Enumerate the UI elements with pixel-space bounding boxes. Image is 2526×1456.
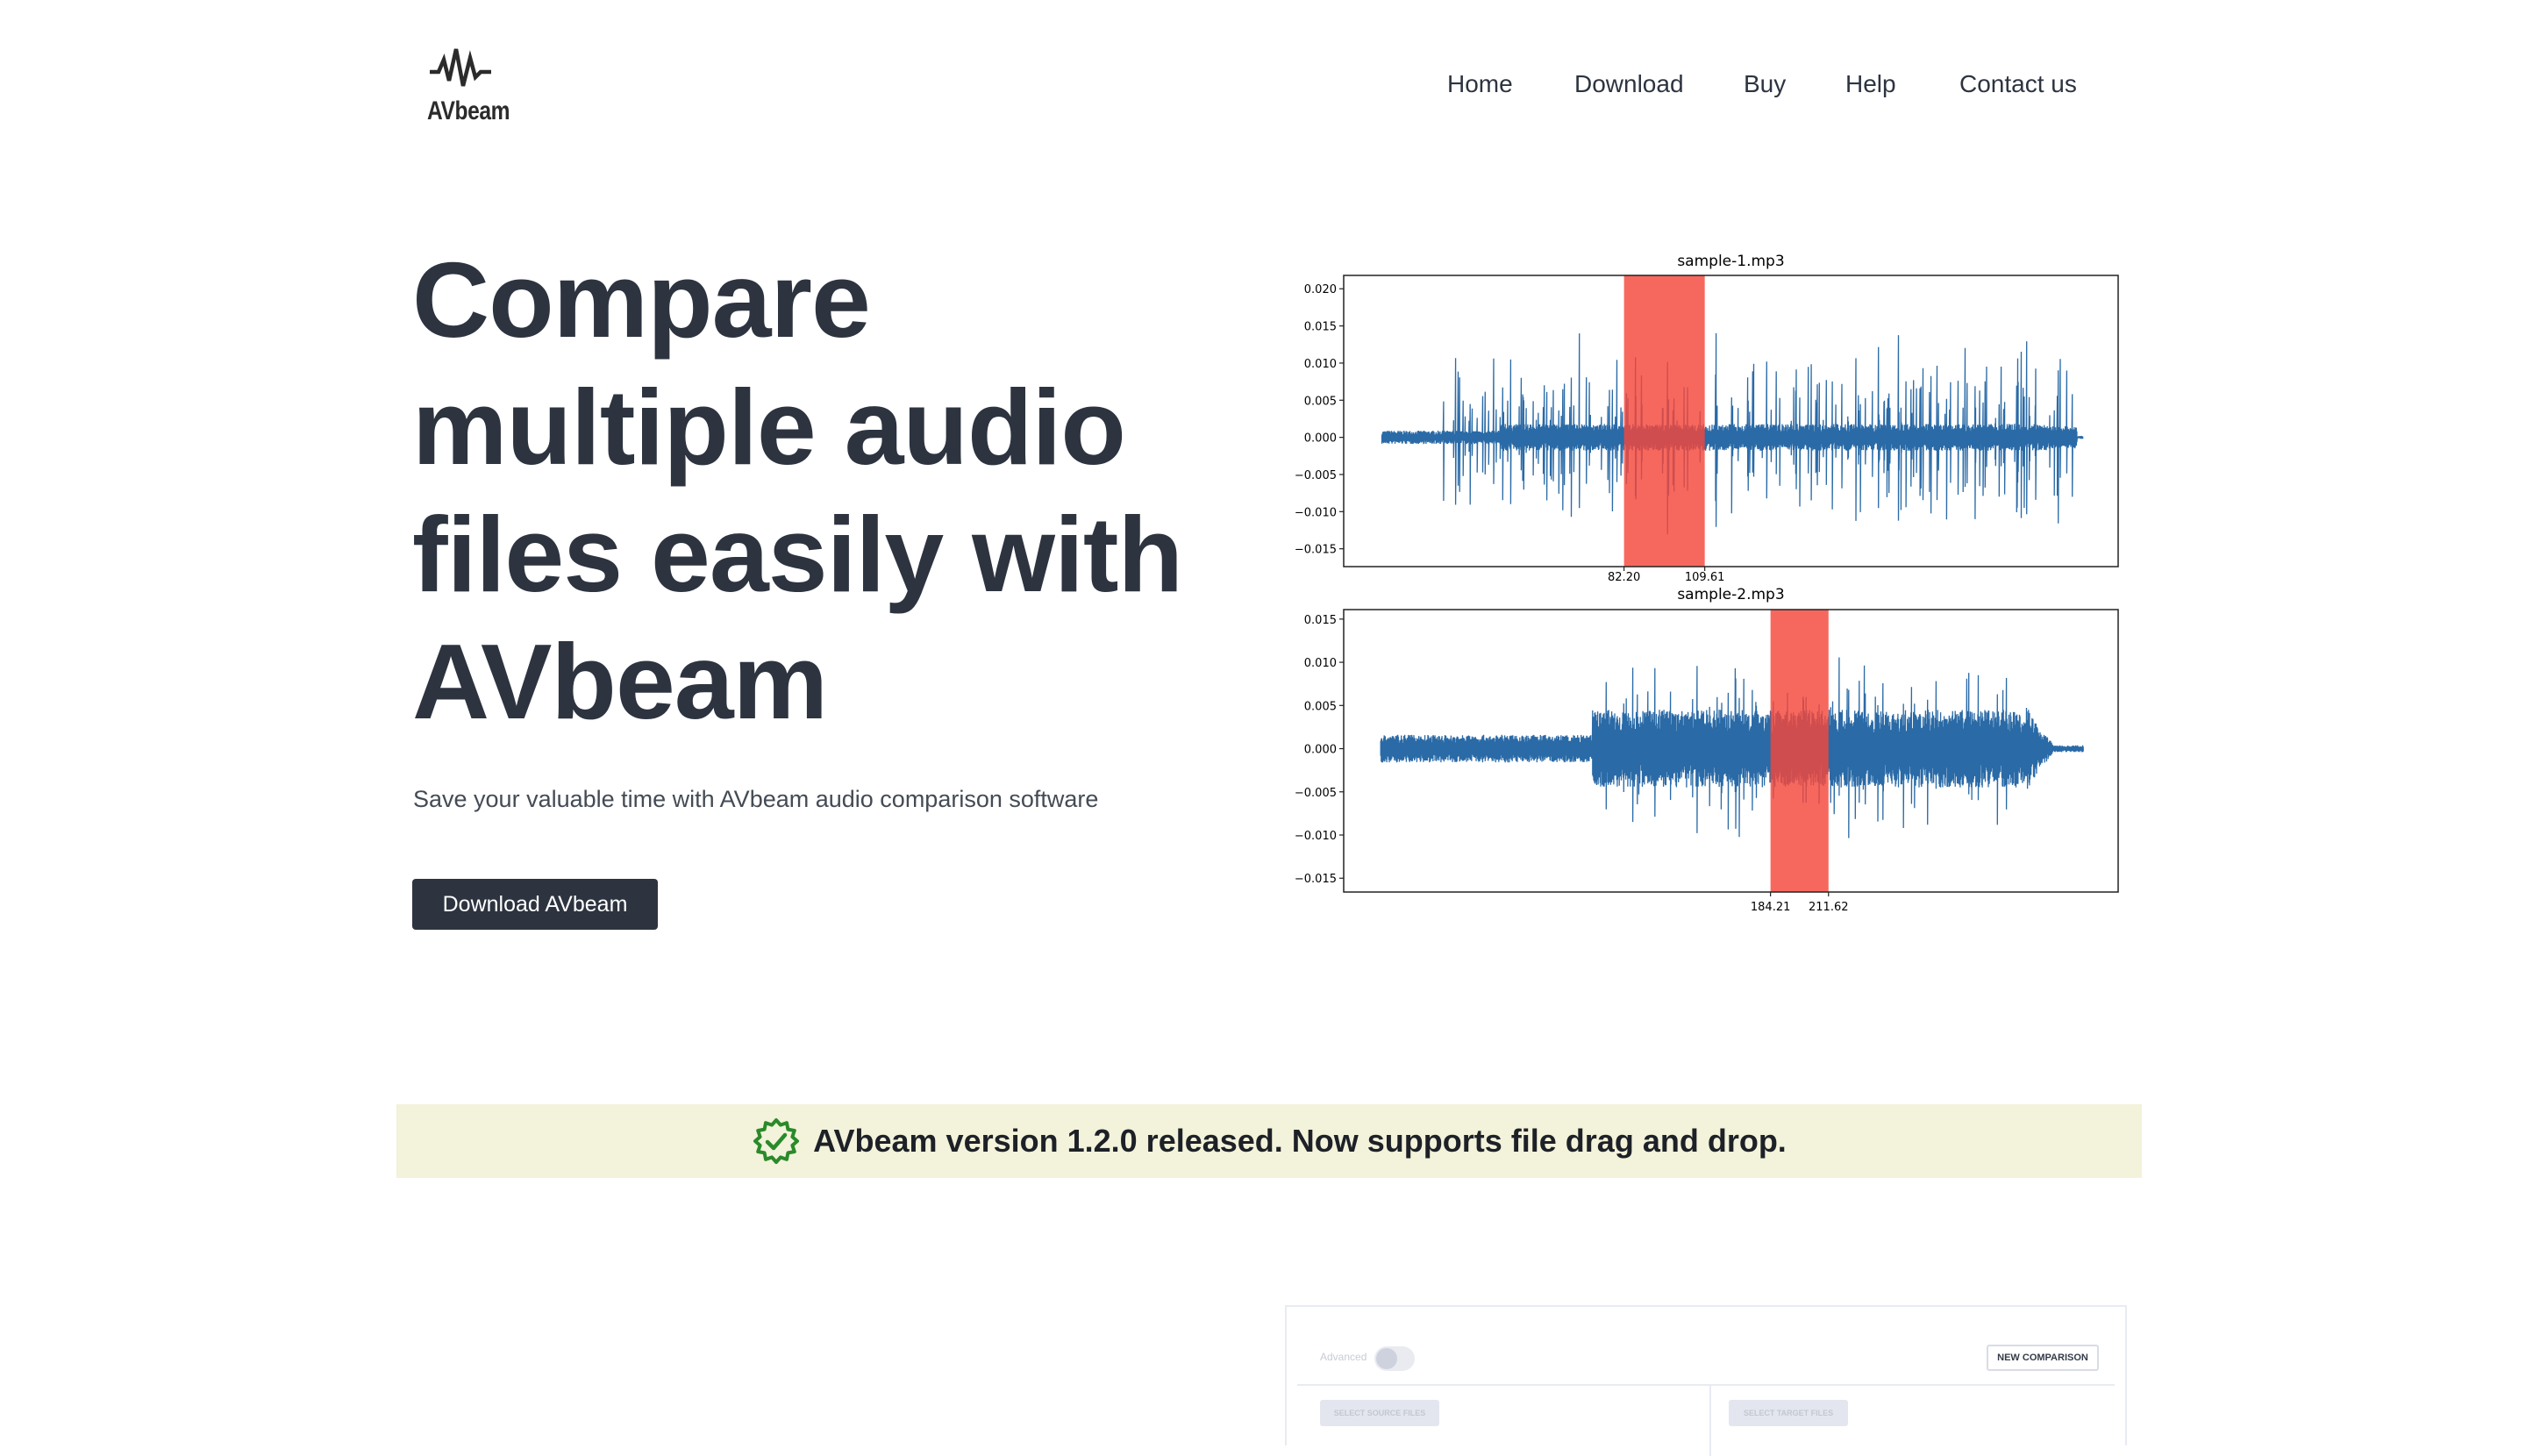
logo[interactable]: AVbeam [419,42,510,130]
y-tick-label: 0.005 [1304,395,1337,408]
hero-title-line: files easily with [412,495,1183,614]
y-tick-label: −0.005 [1295,469,1337,482]
select-source-files-button[interactable]: SELECT SOURCE FILES [1320,1400,1439,1426]
hero-subtitle: Save your valuable time with AVbeam audi… [413,786,1099,812]
y-tick-label: −0.005 [1295,787,1337,800]
waveform-line [1380,657,2084,839]
x-tick-label: 211.62 [1809,901,1849,914]
y-tick-label: 0.000 [1304,744,1337,757]
highlight-region [1770,610,1829,892]
nav-download[interactable]: Download [1574,70,1684,97]
divider [1297,1384,2115,1386]
toggle-knob [1376,1348,1397,1369]
y-tick-label: 0.020 [1304,283,1337,296]
hero-title-line: Compare [412,240,871,360]
x-tick-label: 184.21 [1751,901,1791,914]
release-banner: AVbeam version 1.2.0 released. Now suppo… [396,1104,2142,1178]
verified-badge-icon [753,1118,800,1164]
new-comparison-button[interactable]: NEW COMPARISON [1987,1345,2099,1371]
nav-home[interactable]: Home [1447,70,1513,97]
y-tick-label: −0.015 [1295,544,1337,557]
y-tick-label: 0.015 [1304,614,1337,627]
highlight-region [1623,275,1705,567]
nav-contact-us[interactable]: Contact us [1959,70,2077,97]
y-tick-label: 0.000 [1304,432,1337,446]
app-preview: Advanced NEW COMPARISON SELECT SOURCE FI… [1285,1305,2127,1456]
advanced-label: Advanced [1320,1351,1367,1363]
y-tick-label: 0.015 [1304,321,1337,334]
download-avbeam-button[interactable]: Download AVbeam [412,879,658,930]
y-tick-label: 0.005 [1304,700,1337,713]
subplot-title: sample-1.mp3 [1677,253,1784,270]
hero-title-line: AVbeam [412,622,828,741]
select-target-files-button[interactable]: SELECT TARGET FILES [1729,1400,1848,1426]
nav-help[interactable]: Help [1845,70,1896,97]
advanced-toggle[interactable] [1374,1346,1415,1371]
x-tick-label: 82.20 [1608,571,1640,584]
logo-text: AVbeam [427,96,510,125]
waveform-logo-icon [430,48,491,87]
plot-frame [1343,609,2119,893]
hero-title: Compare multiple audio files easily with… [412,237,1202,746]
banner-text: AVbeam version 1.2.0 released. Now suppo… [813,1123,1787,1159]
plot-frame [1343,275,2119,567]
waveform-line [1381,332,2084,535]
subplot-title: sample-2.mp3 [1677,586,1784,603]
x-tick-label: 109.61 [1685,571,1725,584]
y-tick-label: 0.010 [1304,358,1337,371]
y-tick-label: 0.010 [1304,657,1337,670]
hero-title-line: multiple audio [412,368,1126,487]
y-tick-label: −0.015 [1295,873,1337,886]
waveform-comparison-chart: sample-1.mp3 0.020 0.015 0.010 0.005 0.000 −0.… [1295,253,2119,914]
nav-buy[interactable]: Buy [1744,70,1787,97]
divider [1709,1386,1711,1456]
y-tick-label: −0.010 [1295,830,1337,843]
y-tick-label: −0.010 [1295,506,1337,519]
